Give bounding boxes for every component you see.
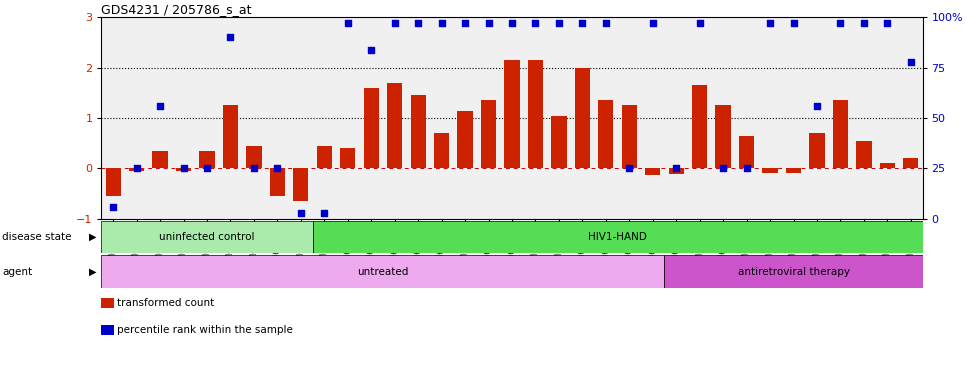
Bar xyxy=(294,169,308,201)
Bar xyxy=(246,146,262,169)
Bar xyxy=(575,68,590,169)
Point xyxy=(504,20,520,26)
Bar xyxy=(387,83,402,169)
Point xyxy=(621,166,637,172)
Point xyxy=(739,166,754,172)
Bar xyxy=(527,60,543,169)
Bar xyxy=(856,141,871,169)
Point xyxy=(762,20,778,26)
Bar xyxy=(317,146,332,169)
Text: ▶: ▶ xyxy=(89,266,97,277)
Point xyxy=(692,20,707,26)
Text: disease state: disease state xyxy=(2,232,71,242)
Bar xyxy=(739,136,754,169)
Point xyxy=(645,20,661,26)
Bar xyxy=(665,255,923,288)
Point xyxy=(317,210,332,216)
Bar xyxy=(223,106,238,169)
Bar xyxy=(101,221,313,253)
Bar xyxy=(598,101,613,169)
Point xyxy=(552,20,567,26)
Point xyxy=(246,166,262,172)
Bar xyxy=(692,85,707,169)
Point xyxy=(363,46,379,53)
Text: HIV1-HAND: HIV1-HAND xyxy=(588,232,647,242)
Text: GDS4231 / 205786_s_at: GDS4231 / 205786_s_at xyxy=(101,3,252,16)
Point xyxy=(880,20,895,26)
Bar xyxy=(101,255,665,288)
Bar xyxy=(363,88,379,169)
Point xyxy=(668,166,684,172)
Point xyxy=(176,166,191,172)
Bar xyxy=(762,169,778,172)
Text: ▶: ▶ xyxy=(89,232,97,242)
Point xyxy=(340,20,355,26)
Point xyxy=(481,20,497,26)
Point xyxy=(457,20,472,26)
Text: percentile rank within the sample: percentile rank within the sample xyxy=(117,325,293,335)
Bar xyxy=(313,221,923,253)
Point xyxy=(598,20,613,26)
Point xyxy=(153,103,168,109)
Point xyxy=(810,103,825,109)
Text: untreated: untreated xyxy=(357,266,409,277)
Point xyxy=(527,20,543,26)
Bar xyxy=(833,101,848,169)
Point xyxy=(199,166,214,172)
Point xyxy=(411,20,426,26)
Point xyxy=(223,35,239,41)
Bar xyxy=(786,169,801,172)
Bar xyxy=(903,159,919,169)
Point xyxy=(716,166,731,172)
Bar xyxy=(716,106,730,169)
Point xyxy=(575,20,590,26)
Bar xyxy=(880,164,895,169)
Bar xyxy=(199,151,214,169)
Point xyxy=(293,210,308,216)
Bar xyxy=(504,60,520,169)
Bar xyxy=(340,148,355,169)
Bar xyxy=(552,116,566,169)
Text: agent: agent xyxy=(2,266,32,277)
Bar xyxy=(434,133,449,169)
Point xyxy=(128,166,144,172)
Bar xyxy=(668,169,684,174)
Point xyxy=(387,20,403,26)
Bar xyxy=(458,111,472,169)
Bar xyxy=(270,169,285,196)
Bar xyxy=(645,169,661,175)
Text: antiretroviral therapy: antiretroviral therapy xyxy=(737,266,849,277)
Bar xyxy=(810,133,825,169)
Text: uninfected control: uninfected control xyxy=(159,232,255,242)
Bar xyxy=(153,151,168,169)
Bar xyxy=(411,95,426,169)
Bar xyxy=(622,106,637,169)
Bar xyxy=(105,169,121,196)
Bar xyxy=(176,169,191,171)
Point xyxy=(856,20,871,26)
Point xyxy=(903,59,919,65)
Point xyxy=(434,20,449,26)
Point xyxy=(785,20,801,26)
Bar xyxy=(129,169,144,171)
Text: transformed count: transformed count xyxy=(117,298,214,308)
Point xyxy=(833,20,848,26)
Bar xyxy=(481,101,497,169)
Point xyxy=(270,166,285,172)
Point xyxy=(105,204,121,210)
